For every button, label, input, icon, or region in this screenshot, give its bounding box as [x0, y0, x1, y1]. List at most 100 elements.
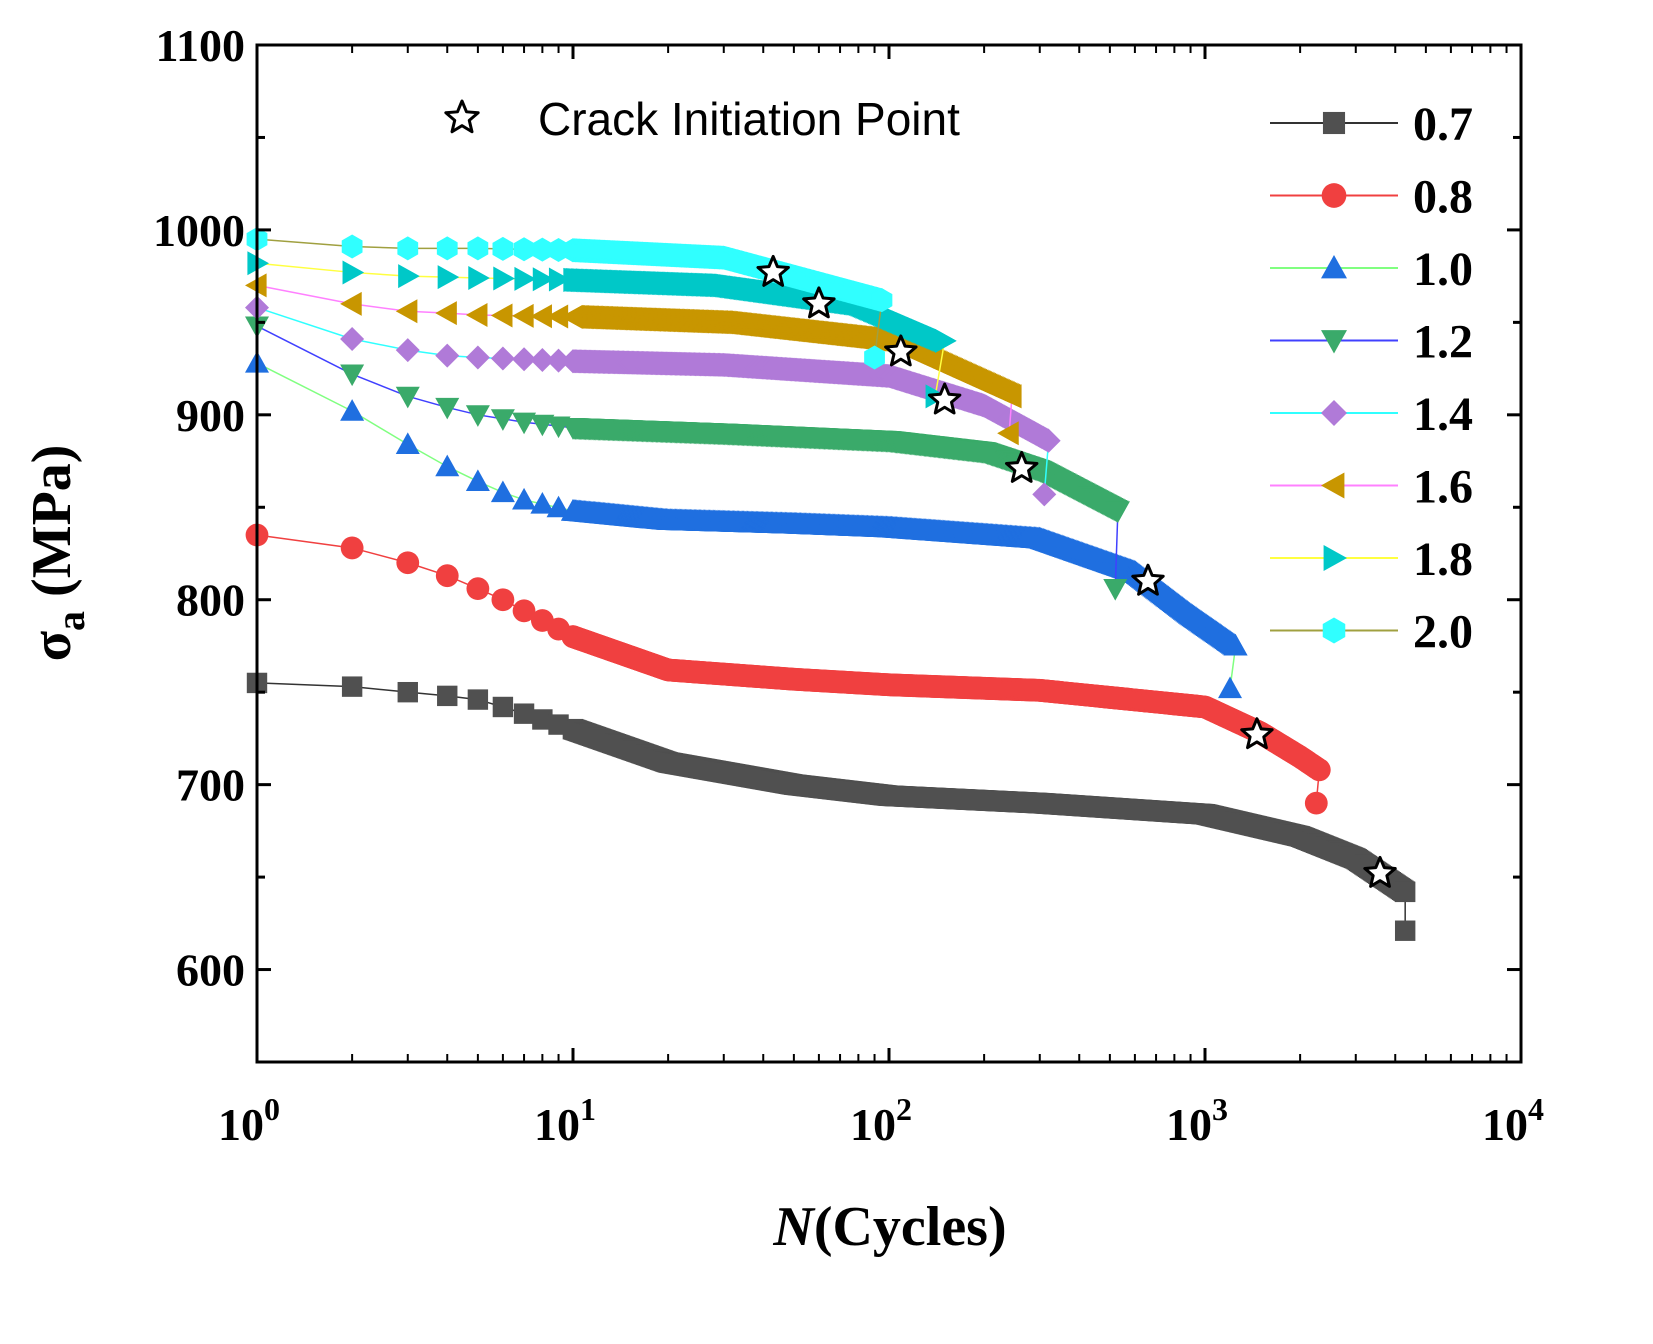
data-point: [492, 236, 514, 261]
legend-item-1.4: 1.4: [1270, 388, 1473, 441]
data-point: [514, 266, 537, 291]
data-point: [436, 236, 458, 261]
legend-marker: [1322, 617, 1346, 644]
crack-initiation-marker: [1240, 717, 1274, 750]
legend-item-1.0: 1.0: [1270, 243, 1473, 296]
data-point: [395, 299, 418, 324]
crack-initiation-marker: [1363, 855, 1397, 888]
y-tick-label: 800: [176, 575, 245, 626]
data-point: [490, 480, 515, 503]
data-point: [340, 399, 365, 421]
legend-label: 1.0: [1413, 243, 1473, 296]
legend-marker: [1321, 400, 1347, 426]
data-point: [340, 291, 362, 316]
data-point: [512, 303, 534, 328]
legend-label: 1.4: [1413, 388, 1473, 441]
data-point: [465, 405, 490, 427]
data-point: [341, 676, 363, 697]
data-point: [935, 328, 957, 353]
data-point: [465, 469, 490, 491]
legend-item-1.6: 1.6: [1270, 461, 1473, 514]
data-point-final: [997, 421, 1019, 446]
plot-area: [245, 227, 1416, 941]
data-point-final: [1394, 920, 1416, 941]
series-1.0: [245, 351, 1248, 699]
data-point: [512, 487, 537, 510]
data-point: [1223, 633, 1248, 656]
data-point: [493, 266, 515, 291]
data-point: [397, 681, 418, 703]
data-point: [468, 265, 490, 290]
crack-initiation-marker: [756, 254, 790, 287]
legend-item-1.8: 1.8: [1270, 533, 1473, 586]
x-tick-label: 100: [218, 1091, 280, 1150]
data-point: [340, 364, 365, 387]
data-point: [437, 265, 460, 290]
data-point: [513, 237, 535, 262]
x-tick-label: 104: [1482, 1091, 1544, 1150]
crack-initiation-marker: [1004, 450, 1039, 483]
series-1.6: [245, 273, 1022, 446]
x-tick-label: 103: [1166, 1091, 1228, 1150]
data-point: [398, 264, 420, 289]
legend-marker: [1321, 183, 1347, 208]
x-tick-label: 102: [850, 1091, 912, 1150]
data-point: [340, 327, 365, 352]
data-point: [530, 414, 555, 437]
data-point: [532, 267, 555, 292]
data-point: [465, 345, 490, 370]
series-2.0: [246, 227, 893, 370]
data-point-final: [864, 345, 885, 370]
data-point: [395, 386, 420, 409]
data-point: [546, 348, 571, 373]
data-point: [435, 343, 460, 368]
data-point: [435, 301, 457, 326]
data-point: [435, 397, 460, 420]
data-point: [1307, 758, 1331, 782]
legend: 0.7 0.8 1.0 1.2 1.4 1.6 1.8 2.0: [1270, 98, 1473, 659]
x-axis-label: N(Cycles): [772, 1196, 1006, 1258]
legend-item-0.8: 0.8: [1270, 171, 1473, 224]
data-point: [530, 348, 555, 373]
data-point: [530, 304, 552, 329]
data-point: [466, 577, 490, 601]
legend-item-2.0: 2.0: [1270, 606, 1473, 659]
data-point: [492, 696, 514, 718]
data-point: [341, 234, 363, 259]
y-tick-label: 600: [176, 945, 245, 996]
crack-initiation-marker: [884, 334, 918, 367]
legend-item-1.2: 1.2: [1270, 316, 1473, 369]
data-point: [342, 260, 365, 285]
star-shape: [444, 99, 480, 134]
data-point-final: [1218, 676, 1243, 699]
legend-label: 2.0: [1413, 606, 1473, 659]
data-point: [395, 432, 420, 455]
data-point: [437, 685, 458, 707]
series-0.8: [245, 523, 1331, 815]
x-tick-label: 101: [534, 1091, 596, 1150]
data-point-final: [1032, 482, 1057, 507]
legend-marker: [1321, 330, 1347, 354]
annotation-label: Crack Initiation Point: [538, 93, 960, 145]
data-point-final: [1103, 579, 1128, 601]
legend-marker: [1321, 472, 1345, 499]
data-point: [999, 384, 1022, 409]
data-point: [467, 689, 489, 710]
legend-label: 1.2: [1413, 316, 1473, 369]
y-tick-label: 1100: [156, 20, 245, 71]
data-point: [397, 236, 419, 261]
data-point: [532, 709, 553, 730]
data-point: [467, 236, 489, 261]
data-point: [490, 409, 515, 431]
data-point: [396, 551, 420, 575]
data-point: [531, 237, 553, 262]
series-1.4: [245, 295, 1061, 507]
legend-marker: [1322, 111, 1346, 135]
axes: 600 700 800 900 1000 1100 100 101 102 103 104: [153, 20, 1544, 1150]
data-point: [490, 303, 513, 328]
crack-initiation-marker: [802, 286, 836, 319]
data-point: [435, 564, 459, 588]
data-point: [871, 288, 893, 313]
annotation: Crack Initiation Point: [444, 93, 960, 145]
